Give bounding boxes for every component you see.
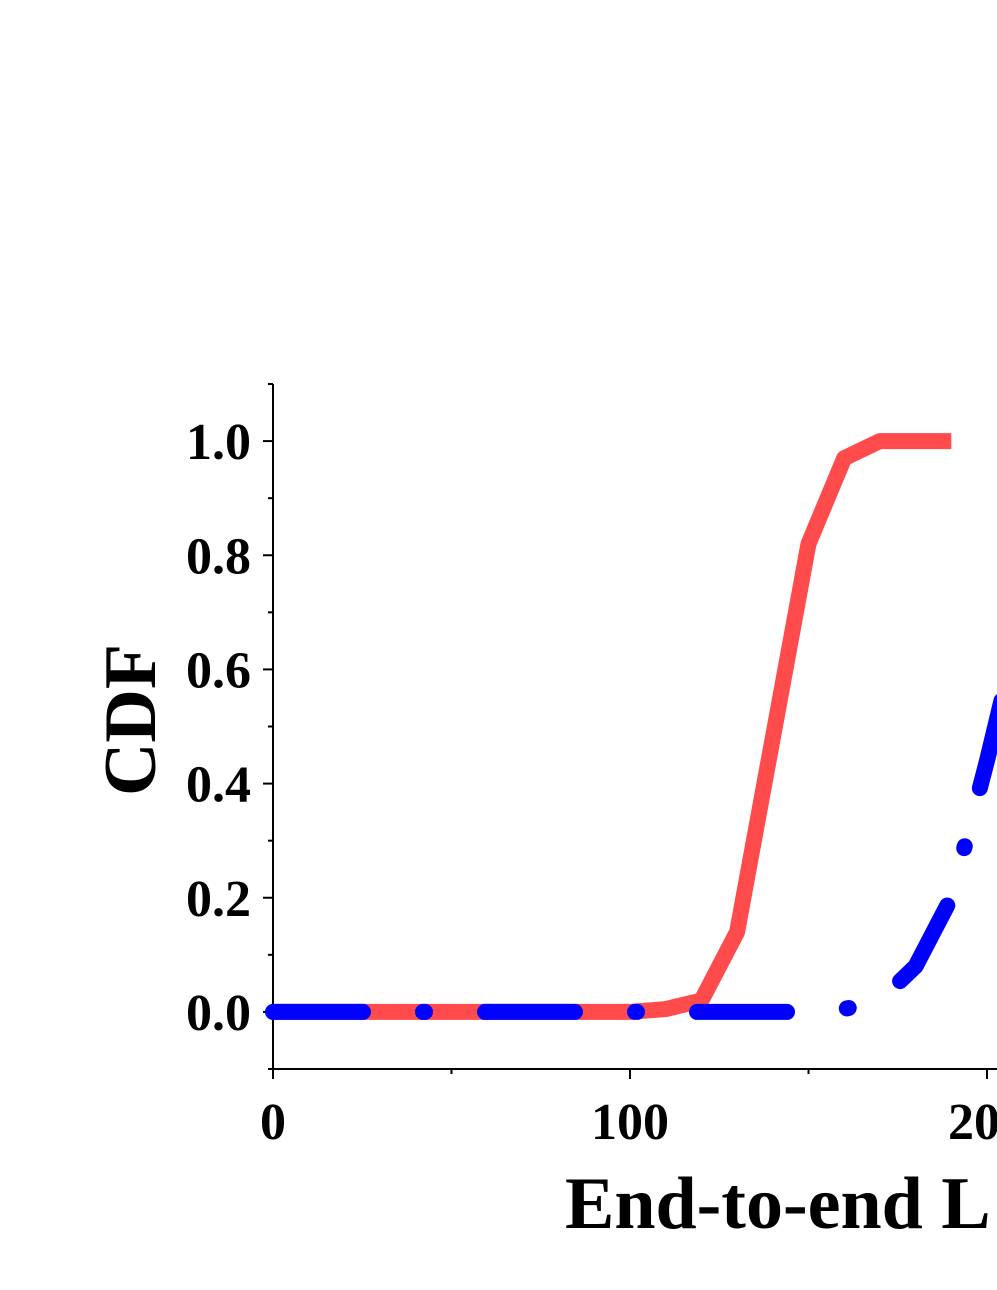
series-line: [265, 684, 997, 1020]
y-tick-label: 0.8: [186, 528, 251, 585]
x-tick-label: 0: [260, 1094, 286, 1151]
y-tick-label: 0.4: [186, 757, 251, 814]
y-tick-label: 1.0: [186, 414, 251, 471]
series-line: [273, 433, 952, 1020]
y-tick-label: 0.2: [186, 871, 251, 928]
x-tick-label: 200: [948, 1094, 997, 1151]
y-tick-label: 0.0: [186, 985, 251, 1042]
y-tick-label: 0.6: [186, 642, 251, 699]
x-axis-label: End-to-end L: [565, 1163, 991, 1245]
x-tick-label: 100: [591, 1094, 669, 1151]
y-axis-label: CDF: [90, 644, 172, 796]
